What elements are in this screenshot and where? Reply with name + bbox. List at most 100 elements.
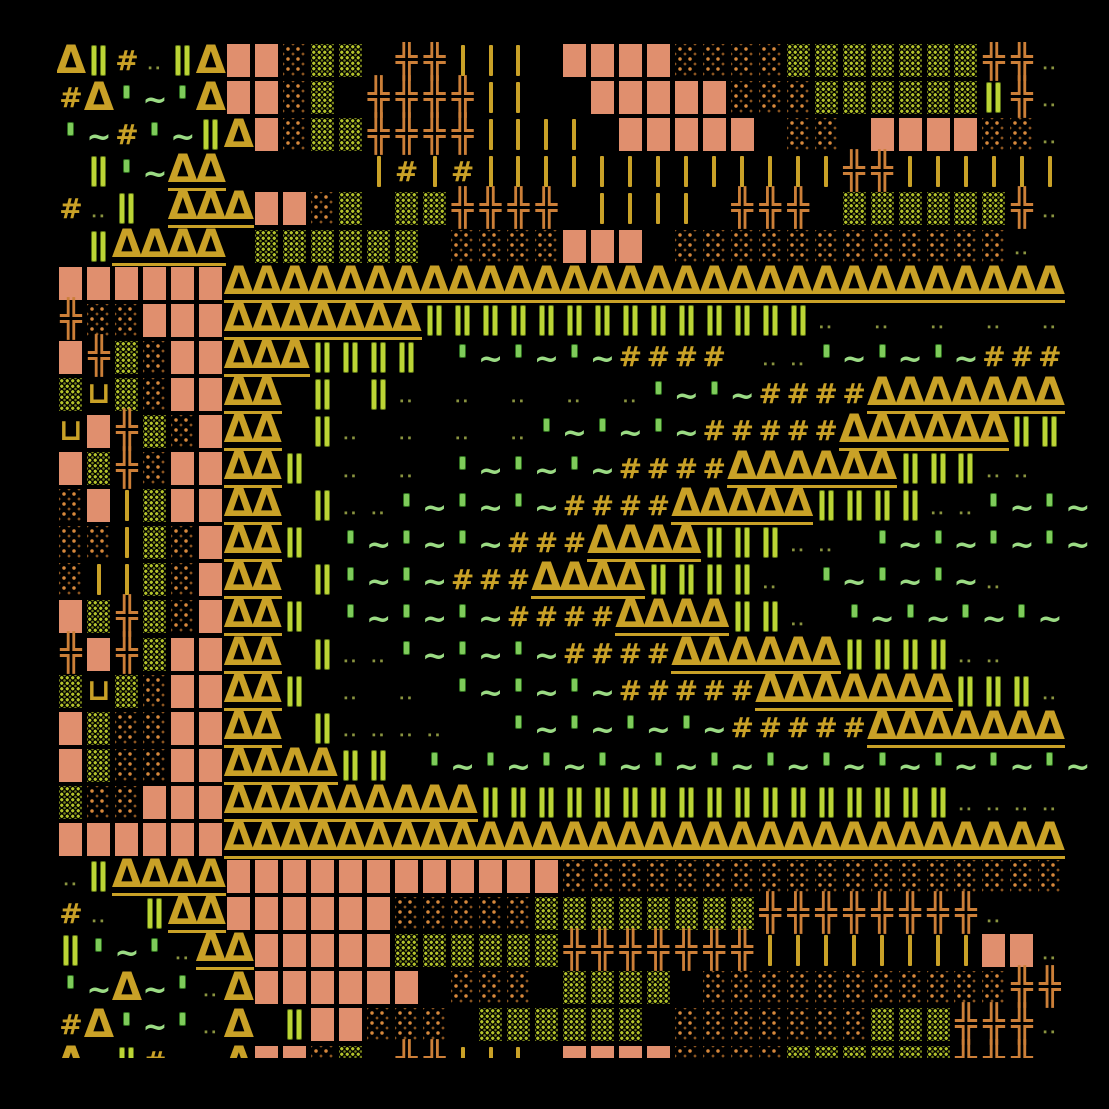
orange-dot-block [784,227,812,264]
double-bar-glyph [644,561,672,598]
cross-glyph: ╬ [116,595,138,637]
double-bar-glyph [1008,673,1036,710]
empty-cell [281,413,309,450]
orange-dot-block [840,858,868,895]
empty-cell [421,969,449,1006]
orange-dot-block [980,116,1008,153]
salmon-block [197,636,225,673]
tilde-glyph: ~ [1037,601,1063,637]
dot-pair: ∙∙ [986,577,1002,596]
triangle-glyph: Δ [699,258,730,304]
salmon-block [141,265,169,302]
double-bar-glyph [700,784,728,821]
empty-cell [532,1044,560,1058]
orange-dot-block [672,42,700,79]
empty-cell [365,673,393,710]
tilde-glyph: ~ [533,676,560,712]
cross-glyph: ╬ [591,929,614,971]
bar-glyph [840,932,868,969]
orange-dot-block [1008,116,1036,153]
cross-glyph: ╬ [1011,42,1033,81]
triangle-glyph: Δ [615,518,646,564]
salmon-block [197,598,225,635]
tick-glyph [393,561,421,598]
tilde-glyph: ~ [785,750,811,786]
triangle-glyph: Δ [251,481,282,527]
cross-glyph: ╬ [395,76,418,118]
triangle-glyph: Δ [531,258,562,304]
triangle-glyph: Δ [559,555,590,601]
olive-dot-block [85,450,113,487]
cross-glyph: ╬ [983,42,1005,81]
double-bar-glyph [700,524,728,561]
double-bar-glyph [756,784,784,821]
salmon-block [169,673,197,710]
olive-dot-block [309,79,337,116]
tick-glyph [169,79,197,116]
hash-glyph: # [506,562,531,596]
triangle-glyph: Δ [950,406,982,452]
olive-dot-block [588,1006,616,1043]
empty-cell [1036,450,1064,487]
dot-pair: ∙∙ [342,652,359,671]
tilde-glyph: ~ [645,713,671,749]
salmon-block [1008,932,1036,969]
salmon-block [337,858,365,895]
orange-dot-block [924,858,952,895]
olive-dot-block [672,895,700,932]
tilde-glyph: ~ [841,342,867,378]
salmon-block [197,376,225,413]
double-bar-glyph [644,784,672,821]
orange-dot-block [812,116,840,153]
triangle-glyph: Δ [894,406,926,452]
salmon-block [197,265,225,302]
hash-glyph: # [450,154,475,188]
bar-glyph [616,153,644,190]
olive-dot-block [560,1006,588,1043]
tick-glyph [113,1006,141,1043]
olive-dot-block [337,190,365,227]
orange-dot-block [141,450,169,487]
triangle-glyph: Δ [195,74,226,120]
cross-glyph: ╬ [980,1044,1008,1058]
triangle-glyph: Δ [671,629,702,675]
triangle-glyph: Δ [363,777,394,823]
triangle-glyph: Δ [755,481,786,527]
orange-dot-block [85,524,113,561]
triangle-glyph: Δ [419,777,450,823]
hash-glyph: # [674,451,699,485]
hash-glyph: # [646,451,671,485]
triangle-glyph: Δ [251,518,282,564]
dot-pair: ∙∙ [398,689,415,708]
triangle-glyph: Δ [307,258,338,304]
dot-pair: ∙∙ [175,948,191,967]
empty-cell [477,376,505,413]
orange-dot-block [784,1006,812,1043]
triangle-glyph: Δ [307,740,338,786]
dot-pair: ∙∙ [342,466,359,485]
triangle-glyph: Δ [922,369,954,415]
double-bar-glyph [281,598,309,635]
orange-dot-block [1008,858,1036,895]
triangle-glyph: Δ [223,184,254,230]
triangle-glyph: Δ [894,258,926,304]
dot-pair: ∙∙ [790,355,806,374]
triangle-glyph: Δ [167,852,198,898]
olive-dot-block [644,969,672,1006]
double-bar-glyph [896,784,924,821]
tick-glyph [868,561,896,598]
triangle-glyph: Δ [195,147,226,193]
cross-glyph: ╬ [479,187,502,229]
salmon-block [169,636,197,673]
double-bar-glyph [896,487,924,524]
olive-dot-block [588,969,616,1006]
orange-dot-block [728,79,756,116]
tick-glyph [868,747,896,784]
salmon-block [225,79,253,116]
tilde-glyph: ~ [533,453,560,489]
orange-dot-block [1036,858,1064,895]
salmon-block [57,339,85,376]
hash-glyph: # [758,414,782,448]
empty-cell [85,1044,113,1058]
salmon-block [169,339,197,376]
